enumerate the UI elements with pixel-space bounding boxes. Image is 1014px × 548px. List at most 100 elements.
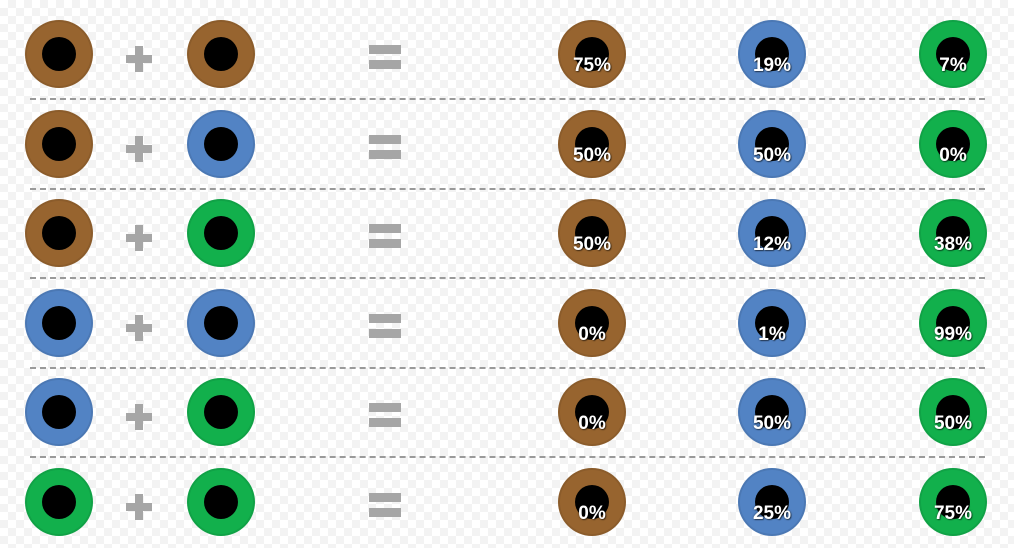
combination-row: 0% 50% 50% xyxy=(0,368,1014,458)
parent-eye-green xyxy=(25,467,93,536)
row-divider xyxy=(30,456,985,458)
equals-icon xyxy=(369,224,401,248)
parent-eye-green xyxy=(187,199,255,267)
probability-label: 0% xyxy=(578,323,606,345)
combination-row: 75% 19% 7% xyxy=(0,10,1014,100)
probability-label: 12% xyxy=(752,234,792,255)
pupil-icon xyxy=(204,484,238,519)
result-eye-blue: 50% xyxy=(738,109,806,178)
pupil-icon xyxy=(755,305,789,340)
row-divider xyxy=(30,98,985,100)
result-eye-blue: 1% xyxy=(738,288,806,357)
probability-label: 0% xyxy=(939,144,967,166)
pupil-icon xyxy=(204,126,238,161)
parent-eye-blue xyxy=(187,288,255,357)
pupil-icon xyxy=(575,126,609,161)
pupil-icon xyxy=(204,395,238,429)
parent-eye-blue xyxy=(187,109,255,178)
pupil-icon xyxy=(936,37,970,71)
pupil-icon xyxy=(204,216,238,250)
result-eye-green: 0% xyxy=(919,109,987,178)
probability-label: 0% xyxy=(578,413,606,434)
plus-icon xyxy=(126,46,152,72)
combination-row: 0% 25% 75% xyxy=(0,458,1014,548)
pupil-icon xyxy=(575,395,609,429)
probability-label: 50% xyxy=(752,144,792,166)
plus-icon xyxy=(126,493,152,520)
probability-label: 50% xyxy=(572,144,612,166)
probability-label: 7% xyxy=(939,55,967,76)
result-eye-brown: 50% xyxy=(558,109,626,178)
pupil-icon xyxy=(755,395,789,429)
parent-eye-green xyxy=(187,467,255,536)
pupil-icon xyxy=(42,305,76,340)
parent-eye-brown xyxy=(25,20,93,88)
probability-label: 19% xyxy=(752,55,792,76)
parent-eye-blue xyxy=(25,288,93,357)
result-eye-blue: 12% xyxy=(738,199,806,267)
pupil-icon xyxy=(42,126,76,161)
parent-eye-green xyxy=(187,378,255,446)
probability-label: 50% xyxy=(572,234,612,255)
pupil-icon xyxy=(204,37,238,71)
equals-icon xyxy=(369,403,401,427)
pupil-icon xyxy=(936,126,970,161)
parent-eye-brown xyxy=(25,109,93,178)
pupil-icon xyxy=(755,37,789,71)
result-eye-green: 38% xyxy=(919,199,987,267)
pupil-icon xyxy=(204,305,238,340)
pupil-icon xyxy=(42,484,76,519)
result-eye-green: 99% xyxy=(919,288,987,357)
row-divider xyxy=(30,366,985,369)
result-eye-brown: 0% xyxy=(558,288,626,357)
pupil-icon xyxy=(575,305,609,340)
pupil-icon xyxy=(755,216,789,250)
combination-row: 50% 12% 38% xyxy=(0,189,1014,279)
plus-icon xyxy=(126,135,152,162)
pupil-icon xyxy=(42,395,76,429)
result-eye-green: 50% xyxy=(919,378,987,446)
probability-label: 38% xyxy=(933,234,973,255)
row-divider xyxy=(30,277,985,279)
probability-label: 50% xyxy=(752,413,792,434)
probability-label: 25% xyxy=(752,502,792,524)
probability-label: 99% xyxy=(933,323,973,345)
plus-icon xyxy=(126,225,152,251)
probability-label: 75% xyxy=(572,55,612,76)
pupil-icon xyxy=(42,37,76,71)
equals-icon xyxy=(369,313,401,338)
result-eye-brown: 75% xyxy=(558,20,626,88)
pupil-icon xyxy=(936,305,970,340)
equals-icon xyxy=(369,492,401,517)
row-divider xyxy=(30,187,985,190)
equals-icon xyxy=(369,45,401,69)
result-eye-blue: 50% xyxy=(738,378,806,446)
result-eye-blue: 19% xyxy=(738,20,806,88)
plus-icon xyxy=(126,314,152,341)
pupil-icon xyxy=(936,395,970,429)
probability-label: 0% xyxy=(578,502,606,524)
probability-label: 50% xyxy=(933,413,973,434)
result-eye-brown: 0% xyxy=(558,378,626,446)
result-eye-brown: 50% xyxy=(558,199,626,267)
pupil-icon xyxy=(575,484,609,519)
pupil-icon xyxy=(936,216,970,250)
pupil-icon xyxy=(755,484,789,519)
probability-label: 75% xyxy=(933,502,973,524)
pupil-icon xyxy=(575,37,609,71)
result-eye-blue: 25% xyxy=(738,467,806,536)
eye-color-inheritance-diagram: 75% 19% 7% 50% 50% 0% 50% 12% 38% 0% 1% 99% 0% 50% 50%… xyxy=(0,10,1014,536)
combination-row: 0% 1% 99% xyxy=(0,279,1014,369)
result-eye-green: 75% xyxy=(919,467,987,536)
equals-icon xyxy=(369,134,401,159)
parent-eye-brown xyxy=(25,199,93,267)
pupil-icon xyxy=(755,126,789,161)
plus-icon xyxy=(126,404,152,430)
pupil-icon xyxy=(936,484,970,519)
pupil-icon xyxy=(42,216,76,250)
probability-label: 1% xyxy=(758,323,786,345)
parent-eye-brown xyxy=(187,20,255,88)
result-eye-green: 7% xyxy=(919,20,987,88)
result-eye-brown: 0% xyxy=(558,467,626,536)
combination-row: 50% 50% 0% xyxy=(0,100,1014,190)
